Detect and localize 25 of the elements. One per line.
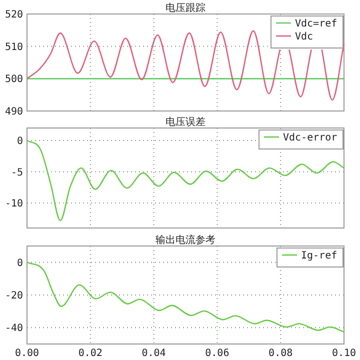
legend: Vdc-error (258, 130, 344, 150)
legend: Ig-ref (276, 248, 344, 268)
y-tick-label: 490 (4, 106, 23, 118)
y-tick-label: -5 (10, 167, 23, 178)
y-tick-label: 520 (4, 10, 23, 20)
y-tick-label: -40 (4, 323, 23, 334)
y-tick-label: -10 (4, 198, 23, 210)
x-tick-label: 0.02 (78, 348, 102, 359)
legend-label: Vdc=ref (295, 18, 338, 30)
legend-label: Vdc (295, 32, 314, 42)
chart-title: 电压误差 (166, 116, 206, 128)
x-tick-label: 0.08 (268, 348, 293, 359)
y-tick-label: 510 (4, 42, 23, 53)
x-tick-label: 0.10 (332, 348, 356, 359)
y-tick-label: 0 (16, 136, 23, 147)
x-tick-label: 0.00 (14, 348, 40, 359)
y-tick-label: 500 (4, 74, 23, 86)
y-tick-label: 0 (16, 258, 23, 269)
legend-label: Vdc-error (283, 132, 338, 144)
legend-label: Ig-ref (301, 250, 338, 262)
x-tick-label: 0.04 (142, 348, 166, 359)
y-tick-label: -20 (4, 290, 23, 302)
x-tick-label: 0.06 (205, 348, 230, 359)
chart-title: 输出电流参考 (156, 234, 216, 246)
chart-title: 电压跟踪 (166, 2, 206, 14)
